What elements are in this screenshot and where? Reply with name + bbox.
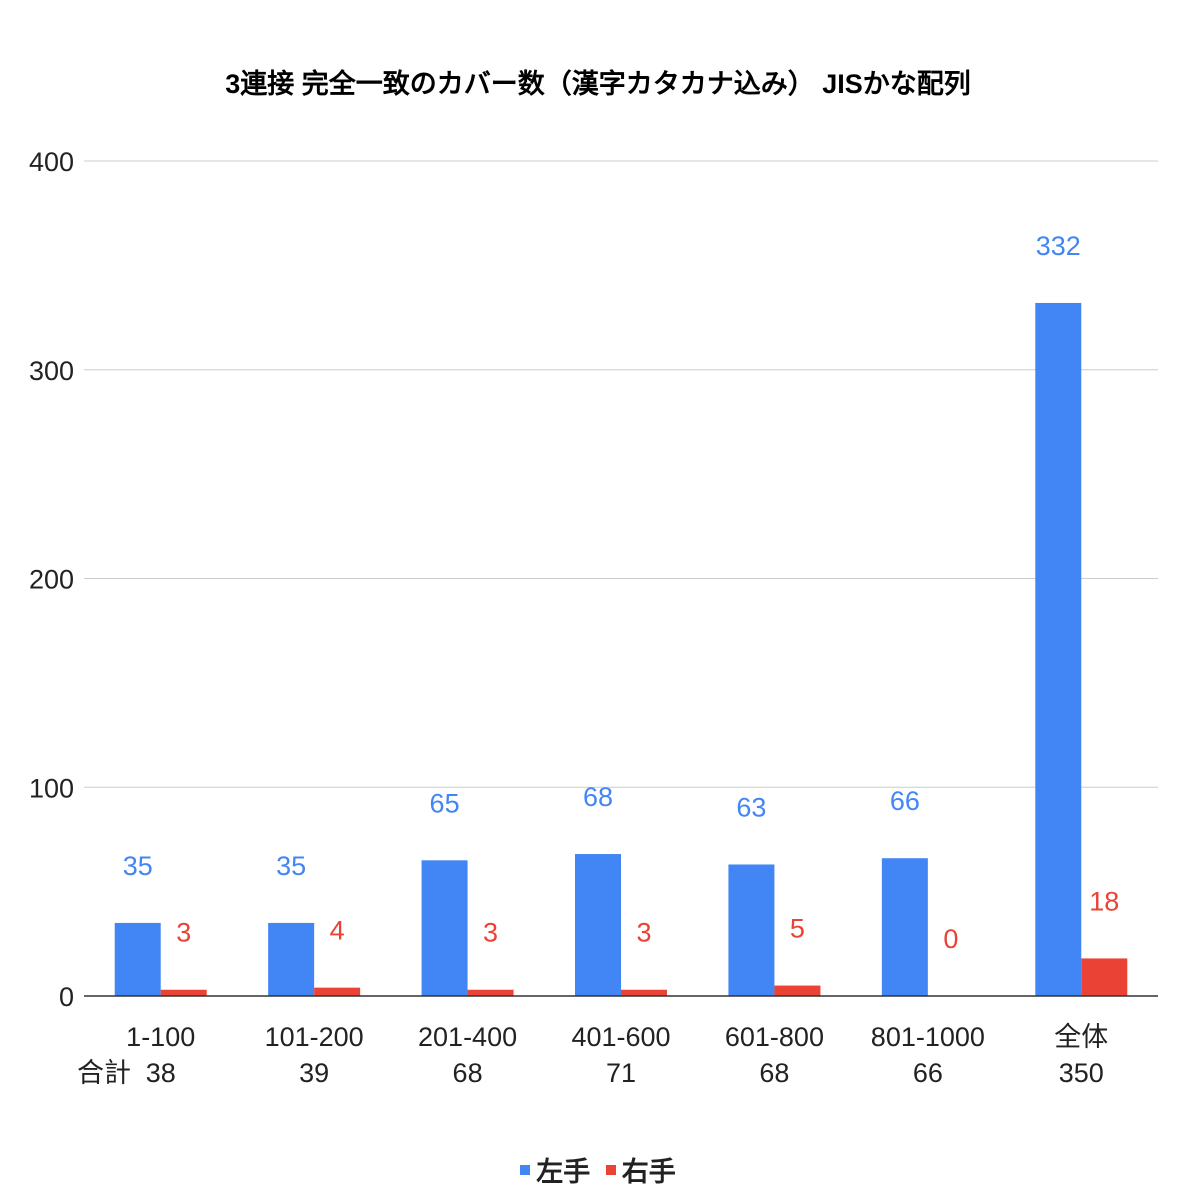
data-label-left-hand: 68	[583, 782, 613, 812]
bar-right-hand	[160, 989, 207, 996]
bar-right-hand	[314, 987, 361, 996]
y-tick-label: 100	[29, 773, 74, 803]
bar-left-hand	[728, 864, 775, 996]
total-value: 38	[146, 1058, 176, 1088]
x-tick-label: 601-800	[725, 1022, 824, 1052]
bar-left-hand	[114, 922, 161, 996]
data-label-left-hand: 65	[430, 788, 460, 818]
data-label-right-hand: 0	[943, 924, 958, 954]
data-label-right-hand: 3	[483, 918, 498, 948]
y-tick-label: 300	[29, 356, 74, 386]
y-tick-label: 200	[29, 565, 74, 595]
bar-left-hand	[575, 854, 621, 996]
total-value: 68	[759, 1058, 789, 1088]
legend-swatch-left-hand	[520, 1164, 531, 1175]
chart-title: 3連接 完全一致のカバー数（漢字カタカナ込み） JISかな配列	[225, 69, 971, 99]
x-tick-label: 1-100	[126, 1022, 195, 1052]
x-tick-label: 全体	[1054, 1022, 1108, 1052]
y-tick-label: 400	[29, 147, 74, 177]
data-label-left-hand: 66	[890, 786, 920, 816]
legend: 左手 右手	[0, 1150, 1196, 1189]
totals-row-label: 合計	[77, 1058, 131, 1088]
bar-right-hand	[1081, 958, 1128, 996]
bar-right-hand	[774, 985, 821, 996]
data-label-left-hand: 35	[123, 851, 153, 881]
x-tick-label: 201-400	[418, 1022, 517, 1052]
x-tick-label: 401-600	[571, 1022, 670, 1052]
data-label-right-hand: 3	[636, 918, 651, 948]
x-tick-label: 801-1000	[871, 1022, 985, 1052]
legend-label-left-hand: 左手	[536, 1157, 591, 1187]
bar-left-hand	[421, 860, 468, 996]
total-value: 350	[1059, 1058, 1104, 1088]
total-value: 39	[299, 1058, 329, 1088]
data-label-right-hand: 4	[330, 916, 345, 946]
total-value: 71	[606, 1058, 636, 1088]
total-value: 68	[453, 1058, 483, 1088]
legend-swatch-right-hand	[605, 1164, 616, 1175]
bar-left-hand	[881, 858, 928, 996]
data-label-right-hand: 3	[176, 918, 191, 948]
bar-right-hand	[621, 989, 667, 996]
bar-left-hand	[268, 922, 315, 996]
data-label-left-hand: 332	[1036, 231, 1081, 261]
x-tick-label: 101-200	[265, 1022, 364, 1052]
data-label-left-hand: 63	[736, 792, 766, 822]
data-label-right-hand: 18	[1089, 886, 1119, 916]
data-label-left-hand: 35	[276, 851, 306, 881]
data-label-right-hand: 5	[790, 914, 805, 944]
bar-left-hand	[1035, 302, 1082, 996]
bar-right-hand	[467, 989, 514, 996]
legend-item-right-hand: 右手	[605, 1150, 676, 1189]
legend-item-left-hand: 左手	[520, 1150, 590, 1189]
y-tick-label: 0	[59, 982, 74, 1012]
legend-label-right-hand: 右手	[621, 1157, 676, 1187]
total-value: 66	[913, 1058, 943, 1088]
